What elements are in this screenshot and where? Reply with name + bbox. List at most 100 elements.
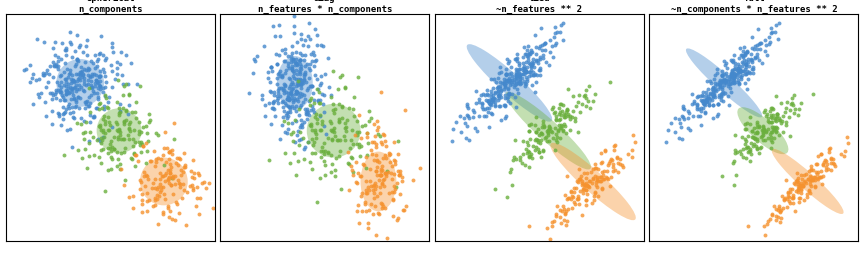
Point	[111, 137, 124, 141]
Point	[715, 91, 729, 95]
Point	[121, 133, 135, 137]
Point	[161, 146, 175, 150]
Point	[66, 110, 79, 114]
Point	[595, 187, 609, 191]
Point	[524, 62, 537, 66]
Point	[501, 61, 515, 65]
Point	[733, 67, 746, 71]
Point	[316, 102, 330, 106]
Point	[552, 123, 566, 127]
Point	[45, 122, 59, 126]
Point	[162, 150, 175, 154]
Point	[79, 44, 93, 48]
Point	[758, 108, 772, 112]
Point	[78, 106, 92, 110]
Point	[505, 167, 518, 171]
Point	[579, 176, 593, 180]
Point	[555, 124, 569, 128]
Point	[375, 206, 389, 210]
Point	[56, 96, 70, 100]
Point	[267, 90, 281, 94]
Point	[704, 81, 718, 85]
Point	[179, 223, 193, 227]
Point	[503, 169, 517, 173]
Point	[707, 86, 721, 90]
Point	[333, 154, 346, 158]
Point	[740, 50, 753, 54]
Point	[137, 125, 150, 129]
Point	[90, 64, 104, 68]
Point	[135, 142, 149, 146]
Point	[727, 133, 741, 137]
Point	[498, 83, 511, 87]
Point	[278, 59, 292, 64]
Point	[116, 93, 130, 98]
Point	[61, 91, 75, 95]
Point	[385, 177, 399, 181]
Point	[373, 185, 387, 189]
Point	[190, 196, 204, 200]
Point	[264, 65, 278, 69]
Point	[310, 43, 324, 47]
Point	[378, 171, 391, 175]
Point	[108, 77, 122, 82]
Point	[559, 209, 573, 213]
Point	[91, 81, 105, 85]
Point	[575, 188, 589, 192]
Point	[528, 72, 542, 76]
Point	[729, 75, 743, 80]
Point	[509, 79, 523, 83]
Point	[321, 56, 335, 60]
Point	[738, 51, 752, 55]
Point	[567, 195, 581, 199]
Point	[672, 136, 686, 140]
Point	[816, 163, 829, 167]
Point	[534, 131, 548, 135]
Point	[738, 53, 752, 57]
Point	[549, 25, 562, 29]
Point	[92, 137, 105, 141]
Point	[287, 13, 301, 18]
Point	[388, 162, 402, 166]
Point	[275, 73, 289, 77]
Point	[792, 196, 806, 200]
Point	[314, 81, 328, 85]
Point	[733, 81, 746, 85]
Point	[247, 57, 261, 61]
Point	[309, 112, 323, 116]
Point	[327, 128, 340, 132]
Point	[553, 102, 567, 106]
Point	[105, 149, 118, 153]
Point	[286, 100, 300, 104]
Point	[819, 165, 833, 169]
Point	[296, 43, 310, 47]
Point	[321, 150, 335, 154]
Point	[314, 113, 327, 117]
Point	[607, 162, 620, 166]
Point	[503, 101, 517, 105]
Point	[829, 164, 842, 168]
Point	[360, 153, 374, 157]
Point	[746, 71, 759, 75]
Point	[105, 63, 118, 67]
Point	[295, 86, 308, 90]
Point	[571, 130, 585, 134]
Point	[162, 181, 175, 185]
Point	[349, 180, 363, 184]
Point	[358, 202, 372, 206]
Point	[582, 179, 596, 183]
Point	[65, 87, 79, 91]
Point	[762, 120, 776, 124]
Point	[505, 80, 518, 84]
Point	[461, 105, 475, 109]
Point	[702, 103, 715, 107]
Point	[778, 196, 792, 200]
Point	[287, 74, 301, 78]
Point	[522, 224, 536, 228]
Point	[171, 178, 185, 182]
Point	[731, 80, 745, 84]
Point	[518, 84, 532, 88]
Point	[63, 40, 77, 44]
Point	[551, 128, 565, 132]
Point	[139, 172, 153, 177]
